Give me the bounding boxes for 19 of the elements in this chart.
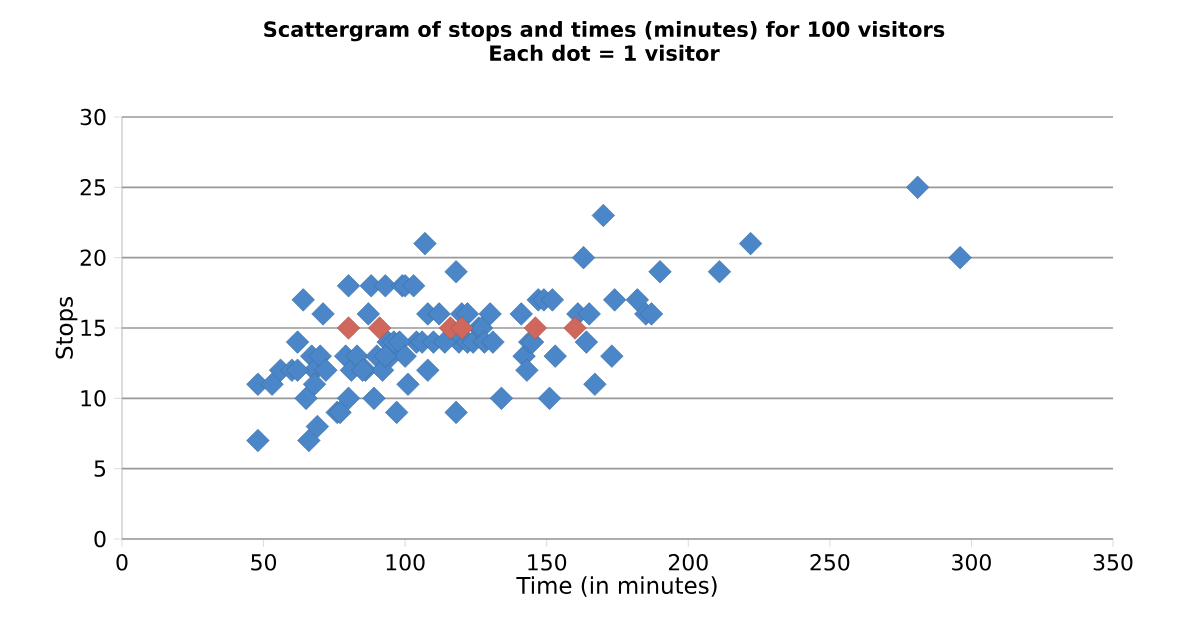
chart-title: Scattergram of stops and times (minutes) for 100 visitors [264, 20, 945, 42]
y-tick-label: 0 [94, 530, 106, 548]
y-tick-label: 20 [80, 249, 106, 266]
x-tick-label: 300 [952, 554, 991, 571]
x-tick-label: 0 [116, 554, 128, 571]
x-tick-label: 150 [528, 554, 567, 571]
chart-subtitle: Each dot = 1 visitor [490, 44, 720, 62]
x-tick-label: 250 [810, 554, 850, 571]
x-tick-label: 200 [668, 554, 708, 571]
x-tick-label: 100 [386, 554, 425, 571]
y-tick-label: 25 [80, 179, 106, 196]
y-axis-title: Stops [55, 297, 78, 359]
y-tick-label: 15 [81, 319, 106, 337]
x-tick-label: 50 [251, 554, 277, 571]
x-tick-label: 350 [1093, 554, 1133, 571]
y-tick-label: 5 [94, 460, 106, 477]
x-axis-title: Time (in minutes) [516, 576, 717, 597]
y-tick-label: 10 [81, 390, 106, 407]
y-tick-label: 30 [80, 108, 106, 126]
